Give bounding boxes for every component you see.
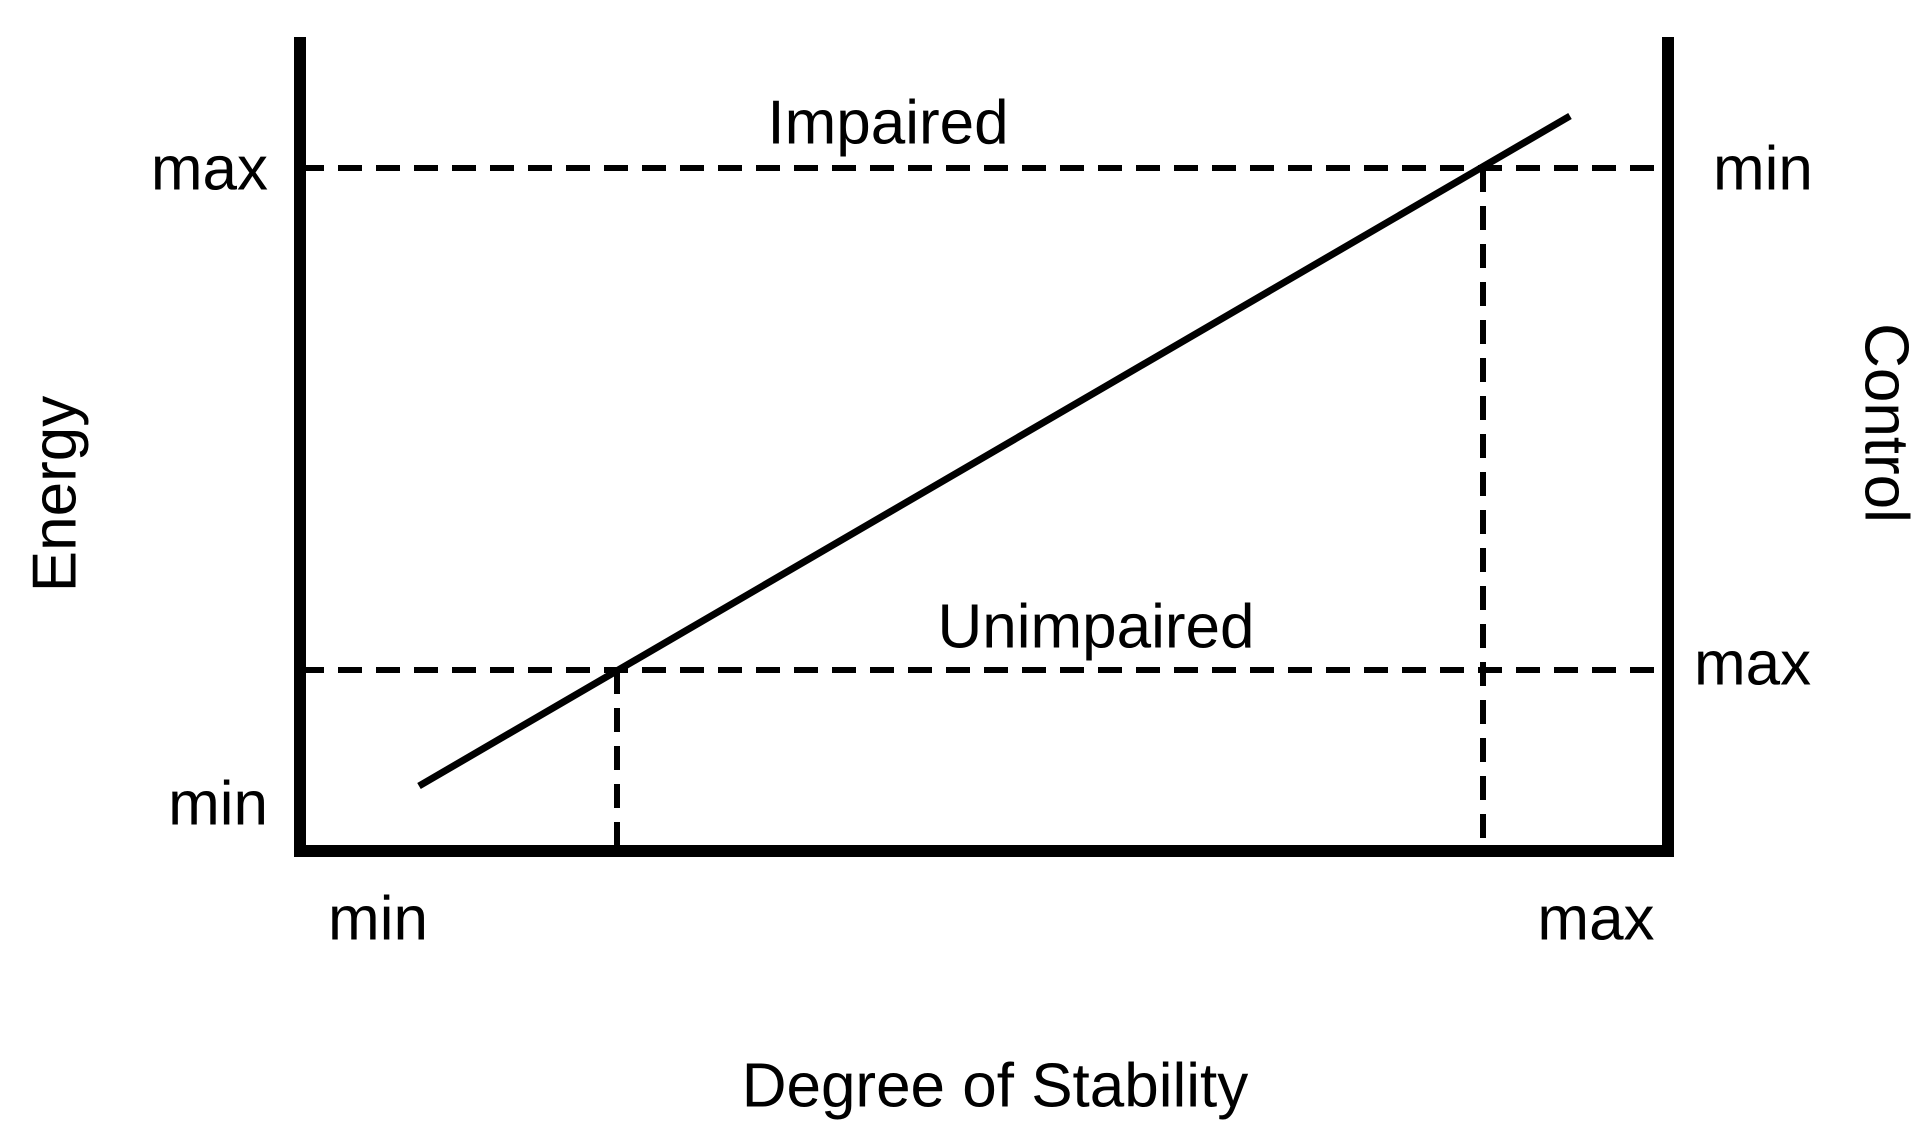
bottom-right-label: max (1537, 884, 1654, 953)
x-axis-title: Degree of Stability (742, 1051, 1249, 1120)
right-lower-label: max (1694, 629, 1811, 698)
impaired-label: Impaired (767, 88, 1008, 157)
trend-line (417, 112, 1572, 790)
bottom-left-label: min (328, 884, 428, 953)
left-bottom-label: min (168, 769, 268, 838)
unimpaired-label: Unimpaired (937, 592, 1254, 661)
frame (294, 37, 1674, 857)
right-axis-title: Control (1852, 323, 1921, 523)
left-axis-title: Energy (20, 396, 89, 592)
left-top-label: max (151, 134, 268, 203)
right-upper-label: min (1713, 134, 1813, 203)
